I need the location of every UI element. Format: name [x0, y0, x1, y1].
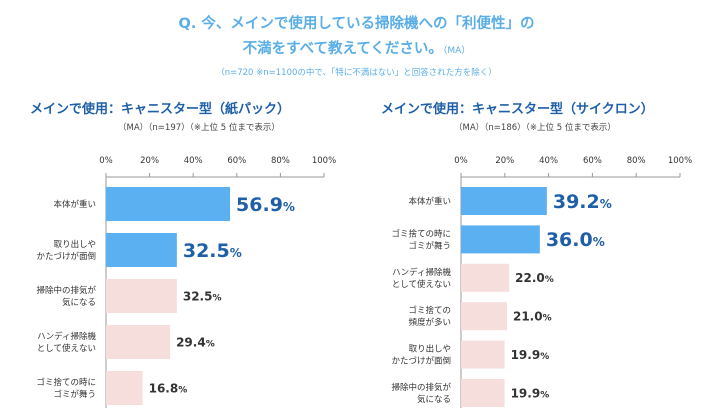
right-category-label: 掃除中の排気が気になる — [391, 382, 451, 405]
left-category-label: 掃除中の排気が気になる — [36, 285, 96, 308]
left-bar — [106, 371, 143, 405]
left-tick-label: 20% — [140, 156, 159, 166]
right-tick-label: 20% — [495, 156, 514, 166]
right-bar — [461, 263, 510, 292]
chart-left-title: メインで使用：キャニスター型（紙パック） — [30, 102, 291, 117]
right-data-label: 22.0% — [515, 271, 554, 285]
right-data-label: 36.0% — [546, 229, 605, 251]
right-bar — [461, 340, 505, 369]
right-bar — [461, 379, 505, 407]
left-tick-label: 60% — [227, 156, 246, 166]
right-category-label: ゴミ捨ての時にゴミが舞う — [391, 228, 451, 251]
right-bar — [461, 187, 547, 215]
left-tick-label: 0% — [99, 156, 113, 166]
right-tick-label: 0% — [454, 156, 468, 166]
left-bar — [106, 233, 177, 267]
right-category-label: ハンディ掃除機として使えない — [392, 267, 452, 290]
left-tick-label: 80% — [271, 156, 290, 166]
left-data-label: 16.8% — [149, 381, 188, 395]
question-title-line2: 不満をすべて教えてください。（MA） — [0, 37, 713, 58]
question-text: 不満をすべて教えてください。 — [242, 41, 443, 57]
right-bar — [461, 225, 540, 254]
right-tick-label: 80% — [627, 156, 646, 166]
right-data-label: 21.0% — [513, 310, 552, 324]
question-ma: （MA） — [442, 46, 471, 56]
left-category-label: 取り出しやかたづけが面倒 — [36, 239, 96, 262]
left-category-label: ハンディ掃除機として使えない — [37, 331, 97, 354]
left-tick-label: 40% — [184, 156, 203, 166]
left-tick-label: 100% — [312, 156, 336, 166]
right-data-label: 39.2% — [553, 191, 612, 213]
right-bar — [461, 302, 507, 331]
question-title-line1: Q. 今、メインで使用している掃除機への「利便性」の — [178, 16, 535, 32]
right-tick-label: 40% — [539, 156, 558, 166]
question-note: （n=720 ※n=1100の中で、「特に不満はない」と回答された方を除く） — [216, 68, 497, 78]
right-category-label: ゴミ捨ての頻度が多い — [408, 305, 451, 328]
right-data-label: 19.9% — [511, 386, 550, 400]
left-data-label: 32.5% — [183, 289, 222, 303]
left-data-label: 56.9% — [236, 194, 295, 216]
right-tick-label: 100% — [668, 156, 692, 166]
left-bar — [106, 279, 177, 313]
right-tick-label: 60% — [583, 156, 602, 166]
left-data-label: 32.5% — [183, 240, 242, 262]
right-category-label: 本体が重い — [408, 196, 451, 207]
chart-left-subtitle: （MA）（n=197）（※上位 5 位まで表示） — [118, 123, 280, 133]
left-category-label: 本体が重い — [53, 199, 96, 210]
chart-right-subtitle: （MA）（n=186）（※上位 5 位まで表示） — [454, 123, 616, 133]
chart-right-title: メインで使用：キャニスター型（サイクロン） — [381, 102, 654, 117]
left-bar — [106, 325, 171, 359]
left-bar — [106, 187, 231, 221]
right-category-label: 取り出しやかたづけが面倒 — [391, 344, 451, 367]
right-data-label: 19.9% — [511, 348, 550, 362]
left-category-label: ゴミ捨ての時にゴミが舞う — [36, 377, 96, 400]
left-data-label: 29.4% — [176, 335, 215, 349]
